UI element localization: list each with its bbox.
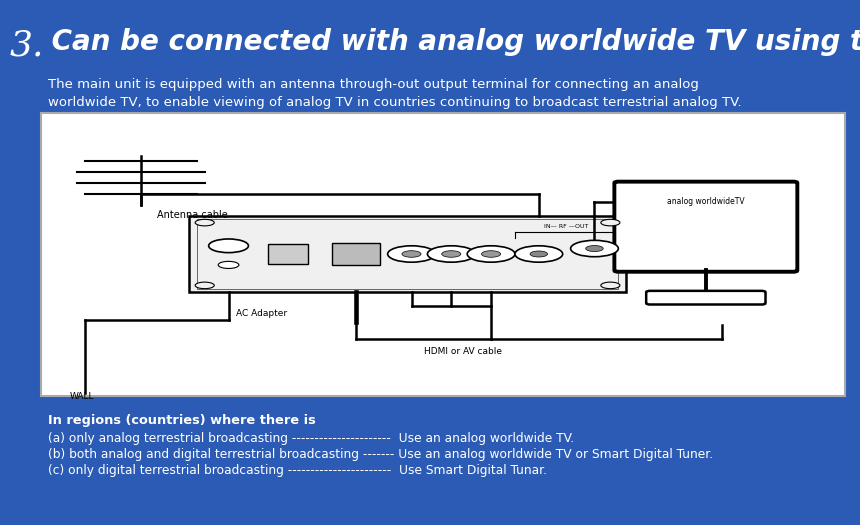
Text: Antenna cable: Antenna cable [157, 211, 228, 220]
Circle shape [388, 246, 435, 262]
Circle shape [195, 219, 214, 226]
Circle shape [482, 251, 501, 257]
Text: (c) only digital terrestrial broadcasting -----------------------  Use Smart Dig: (c) only digital terrestrial broadcastin… [48, 465, 547, 477]
Text: (b) both analog and digital terrestrial broadcasting ------- Use an analog world: (b) both analog and digital terrestrial … [48, 448, 713, 461]
Text: WALL: WALL [70, 392, 94, 402]
Circle shape [218, 261, 239, 268]
Text: Antenna cable: Antenna cable [618, 216, 684, 225]
Text: IN— RF —OUT: IN— RF —OUT [544, 224, 589, 229]
Circle shape [209, 239, 249, 253]
Circle shape [442, 251, 461, 257]
Bar [41, 113, 845, 396]
Bar [197, 218, 618, 289]
FancyBboxPatch shape [646, 291, 765, 304]
Bar [332, 243, 380, 265]
Text: 3.: 3. [10, 28, 45, 62]
Text: (a) only analog terrestrial broadcasting ----------------------  Use an analog w: (a) only analog terrestrial broadcasting… [48, 433, 574, 445]
Text: The main unit is equipped with an antenna through-out output terminal for connec: The main unit is equipped with an antenn… [48, 78, 699, 91]
Text: In regions (countries) where there is: In regions (countries) where there is [48, 414, 316, 427]
Text: worldwide TV, to enable viewing of analog TV in countries continuing to broadcas: worldwide TV, to enable viewing of analo… [48, 96, 741, 109]
Bar [268, 245, 308, 264]
Circle shape [571, 240, 618, 257]
Circle shape [195, 282, 214, 289]
Text: Can be connected with analog worldwide TV using through-out output: Can be connected with analog worldwide T… [42, 28, 860, 56]
Circle shape [601, 282, 620, 289]
Circle shape [586, 246, 603, 251]
FancyBboxPatch shape [614, 182, 797, 272]
Bar [188, 216, 626, 292]
Circle shape [601, 219, 620, 226]
Circle shape [515, 246, 562, 262]
Text: HDMI or AV cable: HDMI or AV cable [424, 347, 502, 356]
Circle shape [427, 246, 475, 262]
Text: AC Adapter: AC Adapter [237, 309, 287, 318]
Circle shape [467, 246, 515, 262]
Text: analog worldwideTV: analog worldwideTV [667, 197, 745, 206]
Circle shape [402, 251, 421, 257]
Circle shape [530, 251, 548, 257]
